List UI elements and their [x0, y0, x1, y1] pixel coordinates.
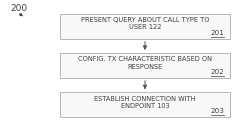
Bar [60, 14, 230, 39]
Text: CONFIG. TX CHARACTERISTIC BASED ON
RESPONSE: CONFIG. TX CHARACTERISTIC BASED ON RESPO… [78, 56, 212, 70]
Text: PRESENT QUERY ABOUT CALL TYPE TO
USER 122: PRESENT QUERY ABOUT CALL TYPE TO USER 12… [81, 17, 209, 30]
Text: ESTABLISH CONNECTION WITH
ENDPOINT 103: ESTABLISH CONNECTION WITH ENDPOINT 103 [94, 95, 196, 109]
Text: 202: 202 [210, 69, 224, 75]
Bar [60, 53, 230, 78]
Text: 200: 200 [10, 4, 27, 13]
Text: 203: 203 [210, 108, 224, 114]
Text: 201: 201 [210, 30, 224, 36]
Bar [60, 92, 230, 117]
